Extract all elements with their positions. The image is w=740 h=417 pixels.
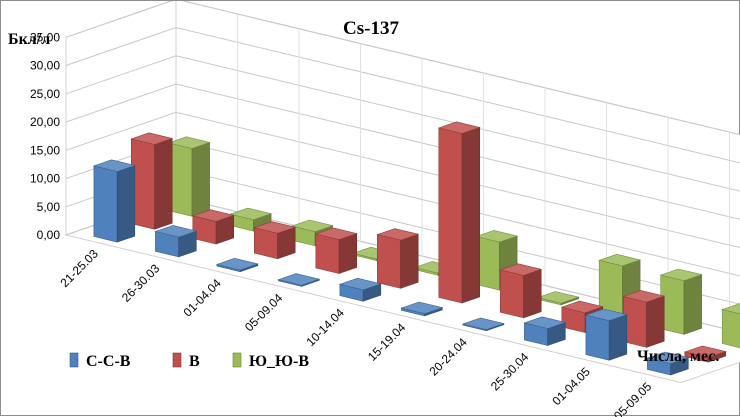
bar <box>167 136 211 217</box>
x-tick-label: 15-19.04 <box>365 320 409 364</box>
bar <box>437 121 481 304</box>
bar <box>92 159 136 243</box>
x-tick-label: 05-09.05 <box>611 379 655 417</box>
bar <box>314 227 358 274</box>
x-tick-label: 01-04.05 <box>549 364 593 408</box>
legend-label: С-С-В <box>86 353 131 370</box>
gridline <box>65 83 740 220</box>
bar <box>584 308 628 361</box>
gridline <box>65 1 740 136</box>
bar <box>523 316 567 346</box>
bar <box>461 317 505 332</box>
bar <box>154 225 198 258</box>
bar <box>191 209 235 245</box>
x-tick-label: 20-24.04 <box>426 335 470 379</box>
bar <box>536 291 580 306</box>
bar <box>338 277 382 302</box>
y-tick-label: 35,00 <box>30 30 60 44</box>
bar <box>376 228 420 289</box>
legend-swatch <box>69 352 79 368</box>
bar <box>215 257 259 273</box>
bar <box>721 303 740 349</box>
y-tick-label: 15,00 <box>30 143 60 157</box>
x-tick-label: 01-04.04 <box>180 276 224 320</box>
bar <box>646 351 690 376</box>
bar <box>253 221 297 260</box>
x-tick-label: 10-14.04 <box>303 305 347 349</box>
x-tick-label: 26-30.03 <box>119 261 163 305</box>
gridline <box>65 55 740 192</box>
legend-label: Ю_Ю-В <box>249 353 309 370</box>
y-tick-label: 10,00 <box>30 172 60 186</box>
legend-swatch <box>172 352 182 368</box>
legend-swatch <box>232 352 242 368</box>
y-tick-label: 30,00 <box>30 59 60 73</box>
x-axis-label: Числа, мес. <box>637 348 719 365</box>
legend-item: С-С-В <box>69 352 131 370</box>
legend-item: В <box>172 352 200 370</box>
legend-item: Ю_Ю-В <box>232 352 309 370</box>
bar <box>277 273 321 287</box>
x-tick-label: 25-30.04 <box>488 350 532 394</box>
y-tick-labels: 0,00 5,00 10,00 15,00 20,00 25,00 30,00 35,00 <box>30 30 60 242</box>
legend-label: В <box>189 353 200 370</box>
bar <box>622 290 666 348</box>
bar <box>499 263 543 319</box>
chart-title: Cs-137 <box>343 18 399 39</box>
gridline <box>65 111 740 249</box>
bar <box>659 268 703 335</box>
y-tick-label: 0,00 <box>37 228 61 242</box>
x-tick-label: 21-25.03 <box>57 246 101 290</box>
legend: С-С-В В Ю_Ю-В <box>69 352 309 370</box>
bars <box>92 121 740 376</box>
bar <box>683 345 727 363</box>
bar <box>130 132 174 230</box>
x-tick-label: 05-09.04 <box>242 291 286 335</box>
y-axis-label: Бкл/л <box>8 31 50 48</box>
bar <box>400 301 444 317</box>
y-tick-label: 20,00 <box>30 115 60 129</box>
y-tick-label: 5,00 <box>37 200 61 214</box>
gridline <box>65 26 740 164</box>
y-tick-label: 25,00 <box>30 87 60 101</box>
